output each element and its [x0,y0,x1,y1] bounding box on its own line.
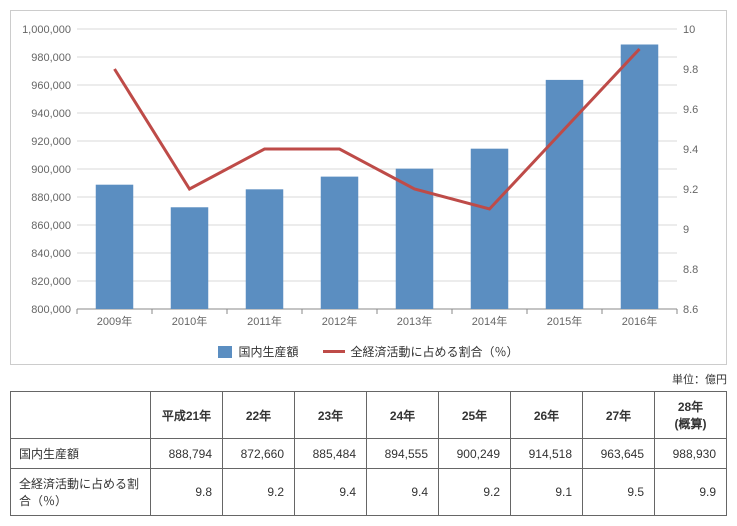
unit-label: 単位：億円 [10,371,727,387]
svg-text:8.8: 8.8 [683,264,698,276]
table-row-header: 全経済活動に占める割合（％） [11,469,151,516]
table-row-header: 国内生産額 [11,439,151,469]
table-head: 平成21年22年23年24年25年26年27年28年 (概算) [11,392,727,439]
table-header-row: 平成21年22年23年24年25年26年27年28年 (概算) [11,392,727,439]
table-corner [11,392,151,439]
table-cell: 9.4 [367,469,439,516]
svg-text:900,000: 900,000 [31,164,71,176]
table-col-header: 25年 [439,392,511,439]
bar [621,44,659,309]
line-swatch [323,350,345,353]
svg-text:840,000: 840,000 [31,248,71,260]
svg-text:800,000: 800,000 [31,304,71,316]
table-cell: 872,660 [223,439,295,469]
svg-text:880,000: 880,000 [31,192,71,204]
table-row: 全経済活動に占める割合（％）9.89.29.49.49.29.19.59.9 [11,469,727,516]
svg-text:9: 9 [683,224,689,236]
legend-item-line: 全経済活動に占める割合（％） [323,343,519,360]
bar [321,177,359,309]
data-table: 平成21年22年23年24年25年26年27年28年 (概算) 国内生産額888… [10,391,727,516]
table-col-header: 27年 [583,392,655,439]
table-cell: 9.4 [295,469,367,516]
svg-text:2010年: 2010年 [172,314,207,328]
svg-text:9.6: 9.6 [683,104,698,116]
table-cell: 885,484 [295,439,367,469]
table-body: 国内生産額888,794872,660885,484894,555900,249… [11,439,727,516]
svg-text:8.6: 8.6 [683,304,698,316]
svg-text:2015年: 2015年 [547,314,582,328]
bar [96,185,134,309]
table-cell: 894,555 [367,439,439,469]
svg-text:960,000: 960,000 [31,80,71,92]
chart-legend: 国内生産額 全経済活動に占める割合（％） [17,343,720,360]
table-row: 国内生産額888,794872,660885,484894,555900,249… [11,439,727,469]
bar [471,149,509,309]
svg-text:9.8: 9.8 [683,64,698,76]
table-col-header: 平成21年 [151,392,223,439]
table-cell: 988,930 [655,439,727,469]
table-col-header: 26年 [511,392,583,439]
table-cell: 963,645 [583,439,655,469]
chart-plot: 800,000 820,000 840,000 860,000 880,000 900,0… [17,19,717,339]
legend-item-bar: 国内生産額 [218,343,298,360]
svg-text:2016年: 2016年 [622,314,657,328]
svg-text:2014年: 2014年 [472,314,507,328]
table-cell: 9.5 [583,469,655,516]
table-cell: 9.2 [223,469,295,516]
table-cell: 9.8 [151,469,223,516]
svg-text:2013年: 2013年 [397,314,432,328]
legend-line-label: 全経済活動に占める割合（％） [351,343,519,360]
table-col-header: 23年 [295,392,367,439]
svg-text:2011年: 2011年 [247,314,282,328]
table-col-header: 24年 [367,392,439,439]
svg-text:10: 10 [683,24,695,36]
table-cell: 9.2 [439,469,511,516]
svg-text:820,000: 820,000 [31,276,71,288]
svg-text:920,000: 920,000 [31,136,71,148]
svg-text:940,000: 940,000 [31,108,71,120]
bar [171,207,209,309]
bar [246,189,284,309]
chart-container: 800,000 820,000 840,000 860,000 880,000 900,0… [10,10,727,365]
table-col-header: 22年 [223,392,295,439]
svg-text:860,000: 860,000 [31,220,71,232]
table-cell: 9.9 [655,469,727,516]
svg-text:2009年: 2009年 [97,314,132,328]
svg-text:1,000,000: 1,000,000 [22,24,71,36]
table-cell: 914,518 [511,439,583,469]
svg-text:9.2: 9.2 [683,184,698,196]
svg-text:2012年: 2012年 [322,314,357,328]
svg-text:9.4: 9.4 [683,144,698,156]
table-col-header: 28年 (概算) [655,392,727,439]
table-cell: 888,794 [151,439,223,469]
legend-bar-label: 国内生産額 [238,343,298,360]
bar-swatch [218,346,232,358]
table-cell: 900,249 [439,439,511,469]
table-cell: 9.1 [511,469,583,516]
svg-text:980,000: 980,000 [31,52,71,64]
